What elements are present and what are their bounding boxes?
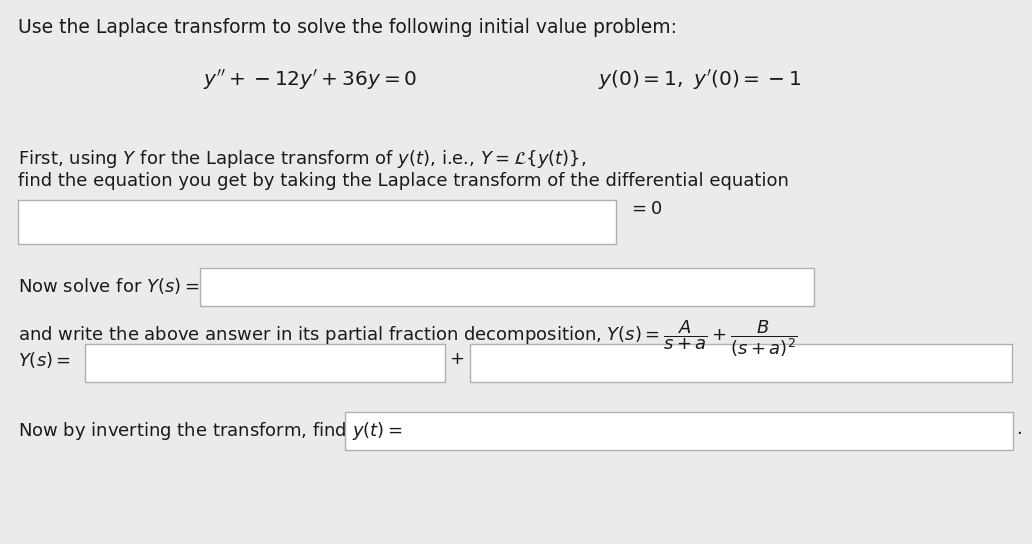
FancyBboxPatch shape (470, 344, 1012, 382)
Text: $Y(s) =$: $Y(s) =$ (18, 350, 71, 370)
Text: Now solve for $Y(s) =$: Now solve for $Y(s) =$ (18, 276, 199, 296)
Text: .: . (1015, 420, 1022, 438)
Text: $y'' + -12y' + 36y = 0$: $y'' + -12y' + 36y = 0$ (203, 68, 417, 92)
Text: First, using $Y$ for the Laplace transform of $y(t)$, i.e., $Y = \mathcal{L}\{y(: First, using $Y$ for the Laplace transfo… (18, 148, 586, 170)
Text: find the equation you get by taking the Laplace transform of the differential eq: find the equation you get by taking the … (18, 172, 788, 190)
FancyBboxPatch shape (85, 344, 445, 382)
Text: and write the above answer in its partial fraction decomposition, $Y(s) = \dfrac: and write the above answer in its partia… (18, 318, 798, 358)
FancyBboxPatch shape (18, 200, 616, 244)
FancyBboxPatch shape (200, 268, 814, 306)
FancyBboxPatch shape (345, 412, 1013, 450)
Text: $= 0$: $= 0$ (628, 200, 663, 218)
Text: $y(0) = 1,\ y'(0) = -1$: $y(0) = 1,\ y'(0) = -1$ (599, 68, 802, 92)
Text: +: + (450, 350, 464, 368)
Text: Use the Laplace transform to solve the following initial value problem:: Use the Laplace transform to solve the f… (18, 18, 677, 37)
Text: Now by inverting the transform, find $y(t) =$: Now by inverting the transform, find $y(… (18, 420, 402, 442)
